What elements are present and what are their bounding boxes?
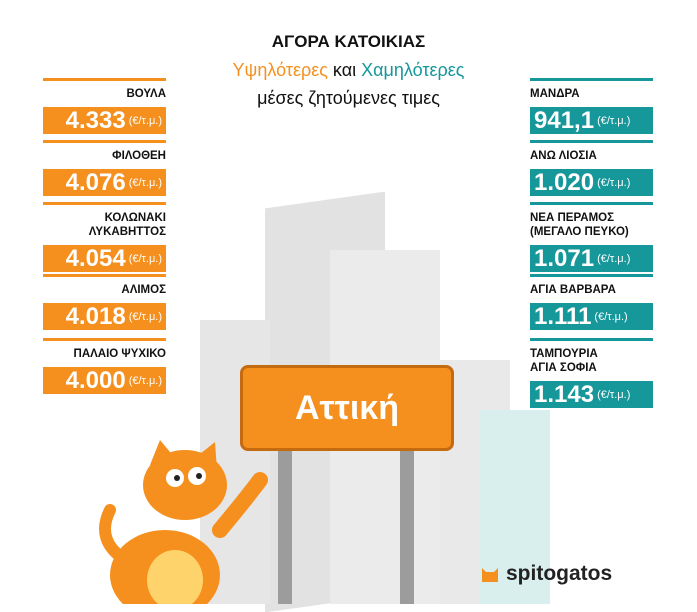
unit: (€/τ.μ.) <box>128 374 162 387</box>
cat-logo-icon <box>482 568 498 582</box>
title: ΑΓΟΡΑ ΚΑΤΟΙΚΙΑΣ <box>271 32 426 51</box>
area-name: ΑΝΩ ΛΙΟΣΙΑ <box>530 150 597 162</box>
cat-mascot-icon <box>99 440 268 604</box>
price: 1.071 <box>534 244 595 272</box>
highest-entry: ΑΛΙΜΟΣ 4.018 (€/τ.μ.) <box>43 274 166 330</box>
area-name: ΑΛΙΜΟΣ <box>121 284 166 296</box>
area-name: ΤΑΜΠΟΥΡΙΑ ΑΓΙΑ ΣΟΦΙΑ <box>530 348 598 374</box>
lowest-entry: ΤΑΜΠΟΥΡΙΑ ΑΓΙΑ ΣΟΦΙΑ 1.143 (€/τ.μ.) <box>530 338 653 408</box>
spitogatos-logo: spitogatos <box>480 562 612 586</box>
area-name: ΒΟΥΛΑ <box>126 88 166 100</box>
area-name: ΠΑΛΑΙΟ ΨΥΧΙΚΟ <box>73 348 166 360</box>
subtitle-line: μέσες ζητούμενες τιμες <box>257 88 440 108</box>
unit: (€/τ.μ.) <box>128 310 162 323</box>
sign-post <box>278 450 292 604</box>
unit: (€/τ.μ.) <box>597 388 631 401</box>
subtitle: Υψηλότερες και Χαμηλότερες <box>0 60 697 81</box>
highest-entry: ΚΟΛΩΝΑΚΙ ΛΥΚΑΒΗΤΤΟΣ 4.054 (€/τ.μ.) <box>43 202 166 272</box>
unit: (€/τ.μ.) <box>128 114 162 127</box>
sign-post <box>400 450 414 604</box>
unit: (€/τ.μ.) <box>128 252 162 265</box>
region-sign: Αττική <box>240 365 454 451</box>
price: 1.143 <box>534 380 595 408</box>
price: 1.111 <box>534 302 592 330</box>
highest-entry: ΒΟΥΛΑ 4.333 (€/τ.μ.) <box>43 78 166 134</box>
unit: (€/τ.μ.) <box>597 176 631 189</box>
building-illustration <box>480 410 550 604</box>
and-label: και <box>332 60 357 80</box>
lowest-entry: ΑΝΩ ΛΙΟΣΙΑ 1.020 (€/τ.μ.) <box>530 140 653 196</box>
price: 4.054 <box>65 244 126 272</box>
area-name: ΝΕΑ ΠΕΡΑΜΟΣ (ΜΕΓΑΛΟ ΠΕΥΚΟ) <box>530 212 629 238</box>
area-name: ΦΙΛΟΘΕΗ <box>112 150 166 162</box>
price: 1.020 <box>534 168 595 196</box>
lowest-entry: ΜΑΝΔΡΑ 941,1 (€/τ.μ.) <box>530 78 653 134</box>
price: 941,1 <box>534 106 595 134</box>
lowest-entry: ΑΓΙΑ ΒΑΡΒΑΡΑ 1.111 (€/τ.μ.) <box>530 274 653 330</box>
price: 4.000 <box>65 366 126 394</box>
logo-text: spitogatos <box>506 562 613 585</box>
price: 4.018 <box>65 302 126 330</box>
highest-entry: ΦΙΛΟΘΕΗ 4.076 (€/τ.μ.) <box>43 140 166 196</box>
price: 4.076 <box>65 168 126 196</box>
area-name: ΜΑΝΔΡΑ <box>530 88 580 100</box>
lowest-entry: ΝΕΑ ΠΕΡΑΜΟΣ (ΜΕΓΑΛΟ ΠΕΥΚΟ) 1.071 (€/τ.μ.) <box>530 202 653 272</box>
area-name: ΑΓΙΑ ΒΑΡΒΑΡΑ <box>530 284 616 296</box>
price: 4.333 <box>65 106 126 134</box>
lowest-label: Χαμηλότερες <box>361 60 465 80</box>
unit: (€/τ.μ.) <box>597 252 631 265</box>
unit: (€/τ.μ.) <box>594 310 628 323</box>
highest-label: Υψηλότερες <box>232 60 328 80</box>
highest-entry: ΠΑΛΑΙΟ ΨΥΧΙΚΟ 4.000 (€/τ.μ.) <box>43 338 166 394</box>
area-name: ΚΟΛΩΝΑΚΙ ΛΥΚΑΒΗΤΤΟΣ <box>88 212 166 238</box>
unit: (€/τ.μ.) <box>128 176 162 189</box>
unit: (€/τ.μ.) <box>597 114 631 127</box>
